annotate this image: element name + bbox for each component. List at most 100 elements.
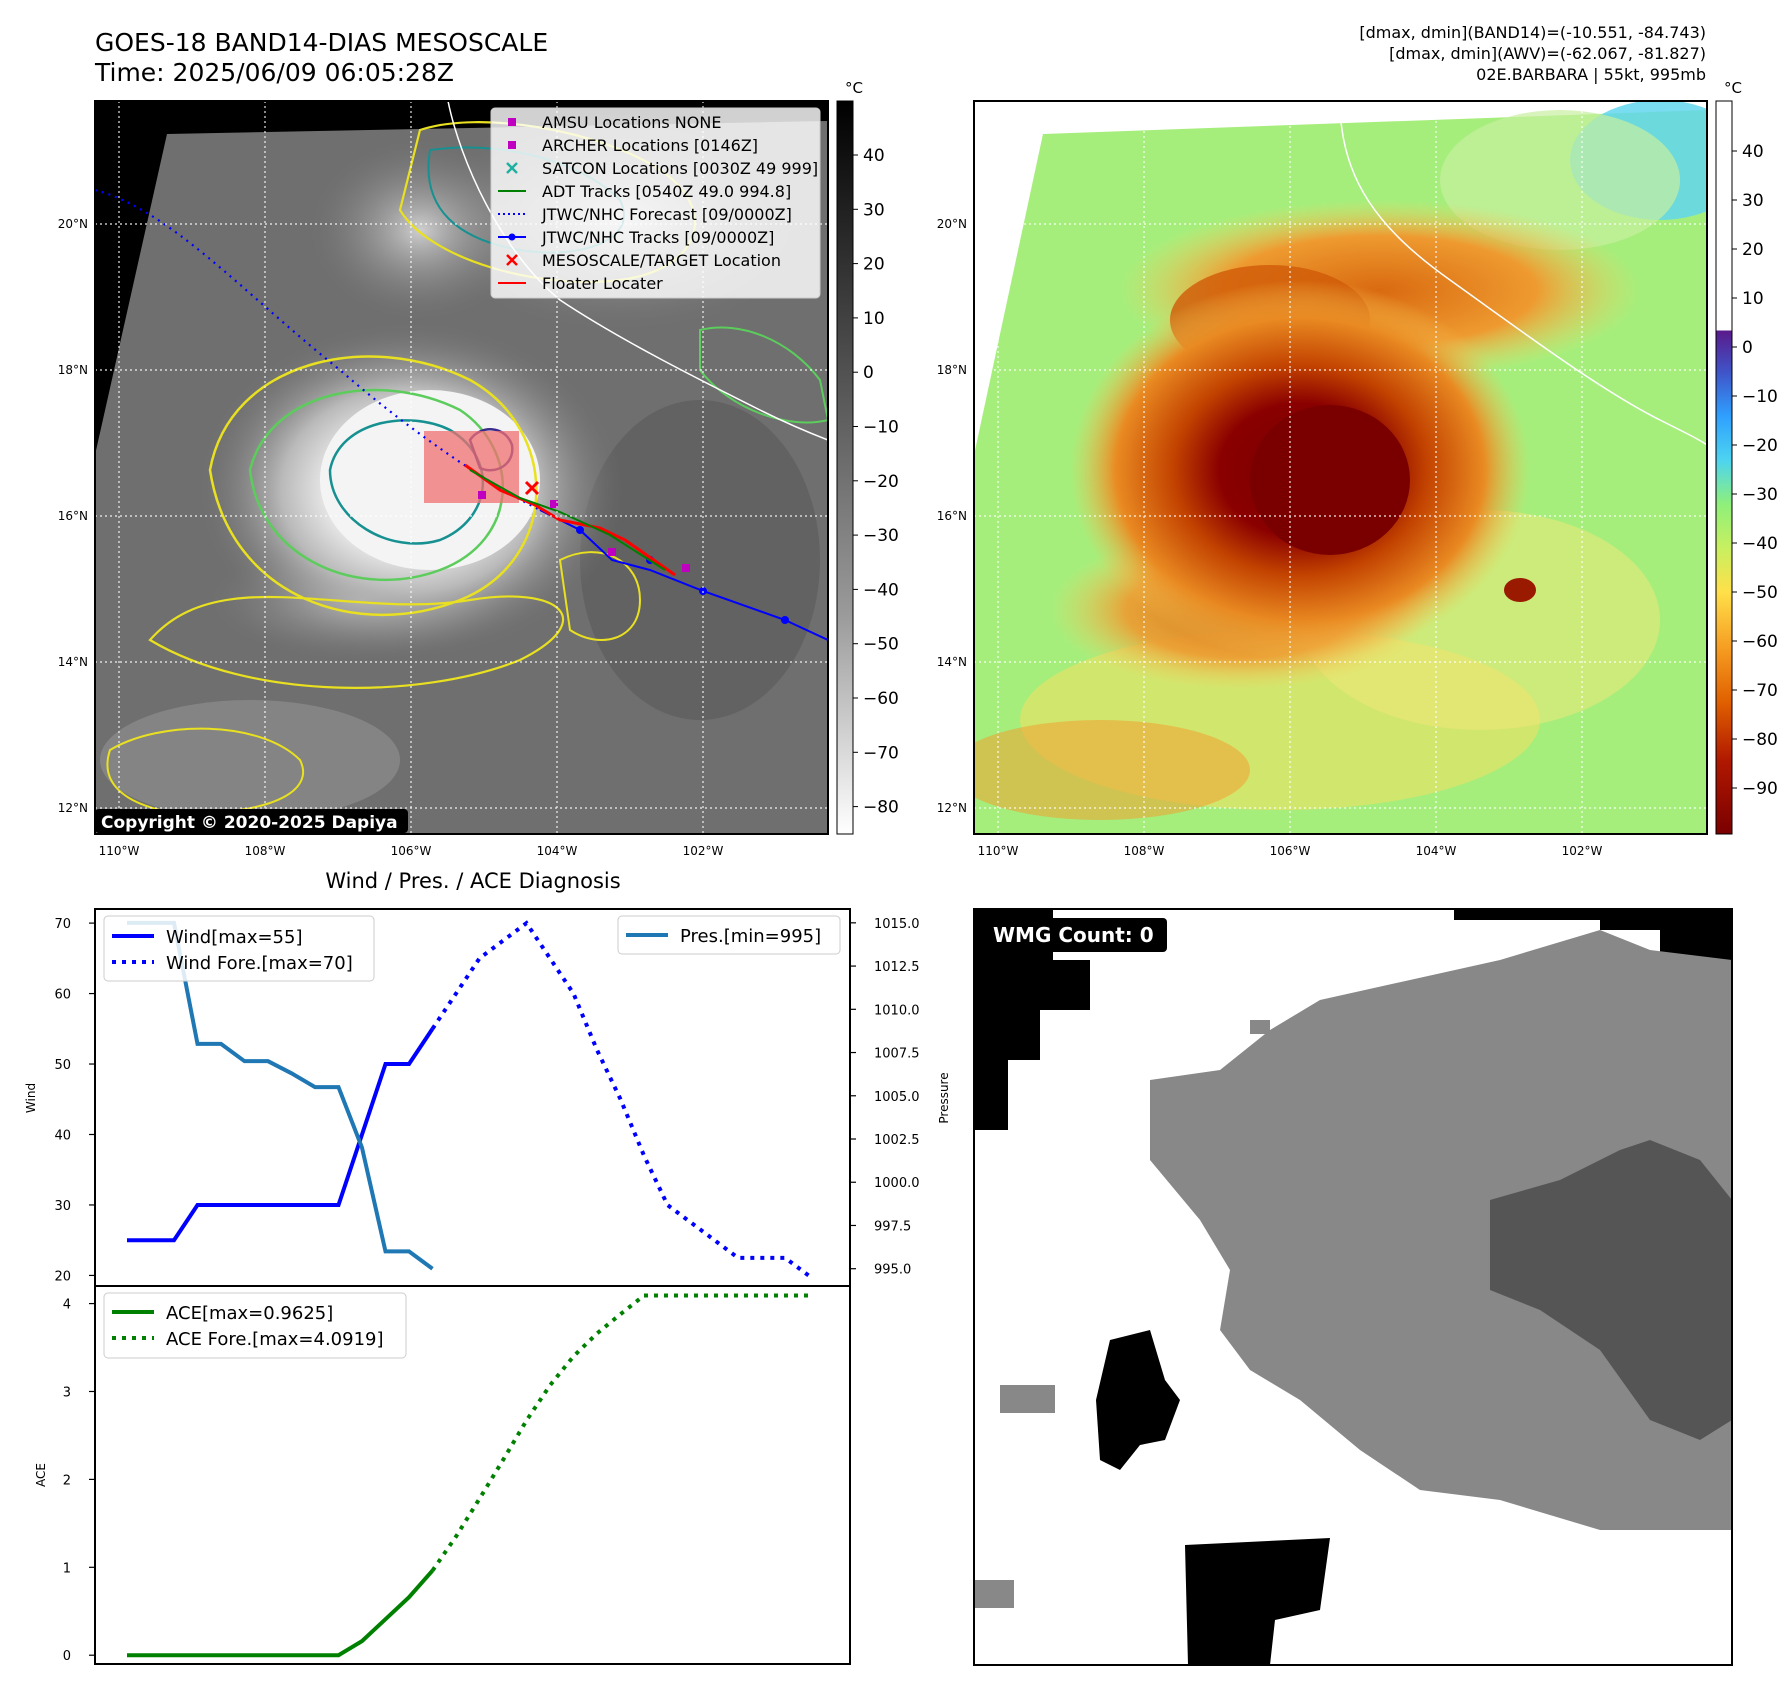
- ir-cbar-tick-label: 0: [863, 363, 874, 383]
- ir-cbar-tick-label: 30: [863, 200, 885, 220]
- pressure-tick-label: 997.5: [874, 1219, 911, 1234]
- wind-legend: [103, 915, 375, 982]
- ir-cbar-tick-label: 10: [863, 309, 885, 329]
- legend-label: JTWC/NHC Tracks [09/0000Z]: [541, 228, 774, 247]
- awv-cbar-tick-label: −70: [1742, 681, 1778, 701]
- pressure-tick-label: 1007.5: [874, 1047, 920, 1062]
- ir-lon-102: 102°W: [683, 844, 724, 858]
- ir-gridlines: [95, 101, 828, 834]
- ir-cbar-tick-label: −40: [863, 580, 899, 600]
- series-line: [430, 920, 810, 1278]
- band14-range: [dmax, dmin](BAND14)=(-10.551, -84.743): [1359, 23, 1706, 42]
- pressure-legend: [617, 915, 841, 955]
- series-line: [127, 920, 434, 1271]
- legend-label: SATCON Locations [0030Z 49 999]: [542, 159, 818, 178]
- legend-marker: [508, 141, 516, 149]
- legend-label: Wind Fore.[max=70]: [166, 953, 353, 974]
- awv-lon-102: 102°W: [1562, 844, 1603, 858]
- awv-cbar-tick-label: 10: [1742, 289, 1764, 309]
- series-line: [127, 1569, 434, 1658]
- pressure-tick-label: 995.0: [874, 1263, 911, 1278]
- pressure-axis-label: Pressure: [937, 1072, 951, 1123]
- wmg-gray-mass: [1150, 930, 1732, 1530]
- ir-map-frame: [94, 100, 829, 835]
- awv-lat-20: 20°N: [937, 217, 967, 231]
- wind-axis-label: Wind: [24, 1083, 38, 1113]
- awv-cbar-tick-label: −90: [1742, 779, 1778, 799]
- copyright: Copyright © 2020-2025 Dapiya: [101, 813, 398, 833]
- awv-cbar-tick-label: 30: [1742, 191, 1764, 211]
- awv-cbar-tick-label: −10: [1742, 387, 1778, 407]
- ir-colorbar: °C 40 30 20 10 0 −10 −20 −30 −40 −50 −60 −70 −80: [836, 79, 899, 835]
- awv-lon-110: 110°W: [978, 844, 1019, 858]
- legend-marker-dot: [508, 233, 516, 241]
- ir-cbar-tick-label: 20: [863, 255, 885, 275]
- ir-cbar-tick-label: −30: [863, 526, 899, 546]
- awv-range: [dmax, dmin](AWV)=(-62.067, -81.827): [1389, 44, 1706, 63]
- wmg-label-box: [985, 918, 1167, 952]
- legend-label: JTWC/NHC Forecast [09/0000Z]: [541, 205, 792, 224]
- figure-time: Time: 2025/06/09 06:05:28Z: [94, 58, 454, 87]
- copyright-box: [95, 809, 408, 833]
- awv-lat-16: 16°N: [937, 509, 967, 523]
- legend-marker: [508, 118, 516, 126]
- ir-cbar-tick-label: −50: [863, 635, 899, 655]
- ir-lon-104: 104°W: [537, 844, 578, 858]
- awv-map-frame: [973, 100, 1708, 835]
- ir-cbar-tick-label: −70: [863, 743, 899, 763]
- ace-tick-label: 0: [63, 1649, 71, 1664]
- ir-lon-108: 108°W: [245, 844, 286, 858]
- series-line: [430, 1293, 809, 1572]
- legend-label: ARCHER Locations [0146Z]: [542, 136, 758, 155]
- ir-lat-20: 20°N: [58, 217, 88, 231]
- awv-lon-104: 104°W: [1416, 844, 1457, 858]
- awv-cbar-tick-label: −50: [1742, 583, 1778, 603]
- legend-label: ADT Tracks [0540Z 49.0 994.8]: [542, 182, 791, 201]
- pressure-tick-label: 1000.0: [874, 1176, 920, 1191]
- ir-cbar-tick-label: 40: [863, 146, 885, 166]
- awv-cbar-tick-label: 0: [1742, 338, 1753, 358]
- awv-lat-12: 12°N: [937, 801, 967, 815]
- wmg-count-label: WMG Count: 0: [993, 923, 1154, 947]
- awv-cbar-tick-label: −20: [1742, 436, 1778, 456]
- legend-label: ACE[max=0.9625]: [166, 1303, 333, 1324]
- awv-cbar-tick-label: −30: [1742, 485, 1778, 505]
- awv-cbar-tick-label: −80: [1742, 730, 1778, 750]
- awv-lat-14: 14°N: [937, 655, 967, 669]
- wind-tick-label: 20: [54, 1269, 71, 1284]
- wind-tick-label: 30: [54, 1199, 71, 1214]
- awv-colorbar-unit: °C: [1724, 79, 1742, 97]
- ir-map-panel: AMSU Locations NONE ARCHER Locations [014…: [94, 100, 829, 835]
- ir-lat-12: 12°N: [58, 801, 88, 815]
- diagnosis-title: Wind / Pres. / ACE Diagnosis: [325, 869, 620, 893]
- wind-tick-label: 40: [54, 1128, 71, 1143]
- pressure-tick-label: 1005.0: [874, 1090, 920, 1105]
- storm-summary: 02E.BARBARA | 55kt, 995mb: [1476, 65, 1706, 84]
- awv-map-panel: [973, 100, 1708, 835]
- ace-legend: [103, 1292, 407, 1359]
- awv-cbar-tick-label: −40: [1742, 534, 1778, 554]
- map-legend: AMSU Locations NONE ARCHER Locations [014…: [490, 107, 821, 299]
- adt-track: [469, 469, 666, 571]
- ir-lat-16: 16°N: [58, 509, 88, 523]
- ace-tick-label: 2: [63, 1473, 71, 1488]
- wmg-panel: WMG Count: 0: [973, 908, 1733, 1666]
- legend-marker: [506, 254, 518, 266]
- awv-coastline: [1339, 101, 1707, 446]
- ir-colorbar-unit: °C: [845, 79, 863, 97]
- legend-label: AMSU Locations NONE: [542, 113, 721, 132]
- awv-lat-18: 18°N: [937, 363, 967, 377]
- ace-tick-label: 3: [63, 1385, 71, 1400]
- pressure-tick-label: 1012.5: [874, 960, 920, 975]
- ir-cbar-tick-label: −20: [863, 472, 899, 492]
- pressure-tick-label: 1015.0: [874, 917, 920, 932]
- mesoscale-marker: [524, 480, 540, 496]
- ir-cbar-tick-label: −10: [863, 418, 899, 438]
- series-line: [127, 1027, 435, 1243]
- legend-marker: [506, 162, 518, 174]
- awv-cbar-tick-label: 20: [1742, 240, 1764, 260]
- wmg-dark-core: [1490, 1140, 1732, 1440]
- awv-lon-106: 106°W: [1270, 844, 1311, 858]
- wmg-black-nw: [974, 909, 1090, 1130]
- wmg-frame: [973, 908, 1733, 1666]
